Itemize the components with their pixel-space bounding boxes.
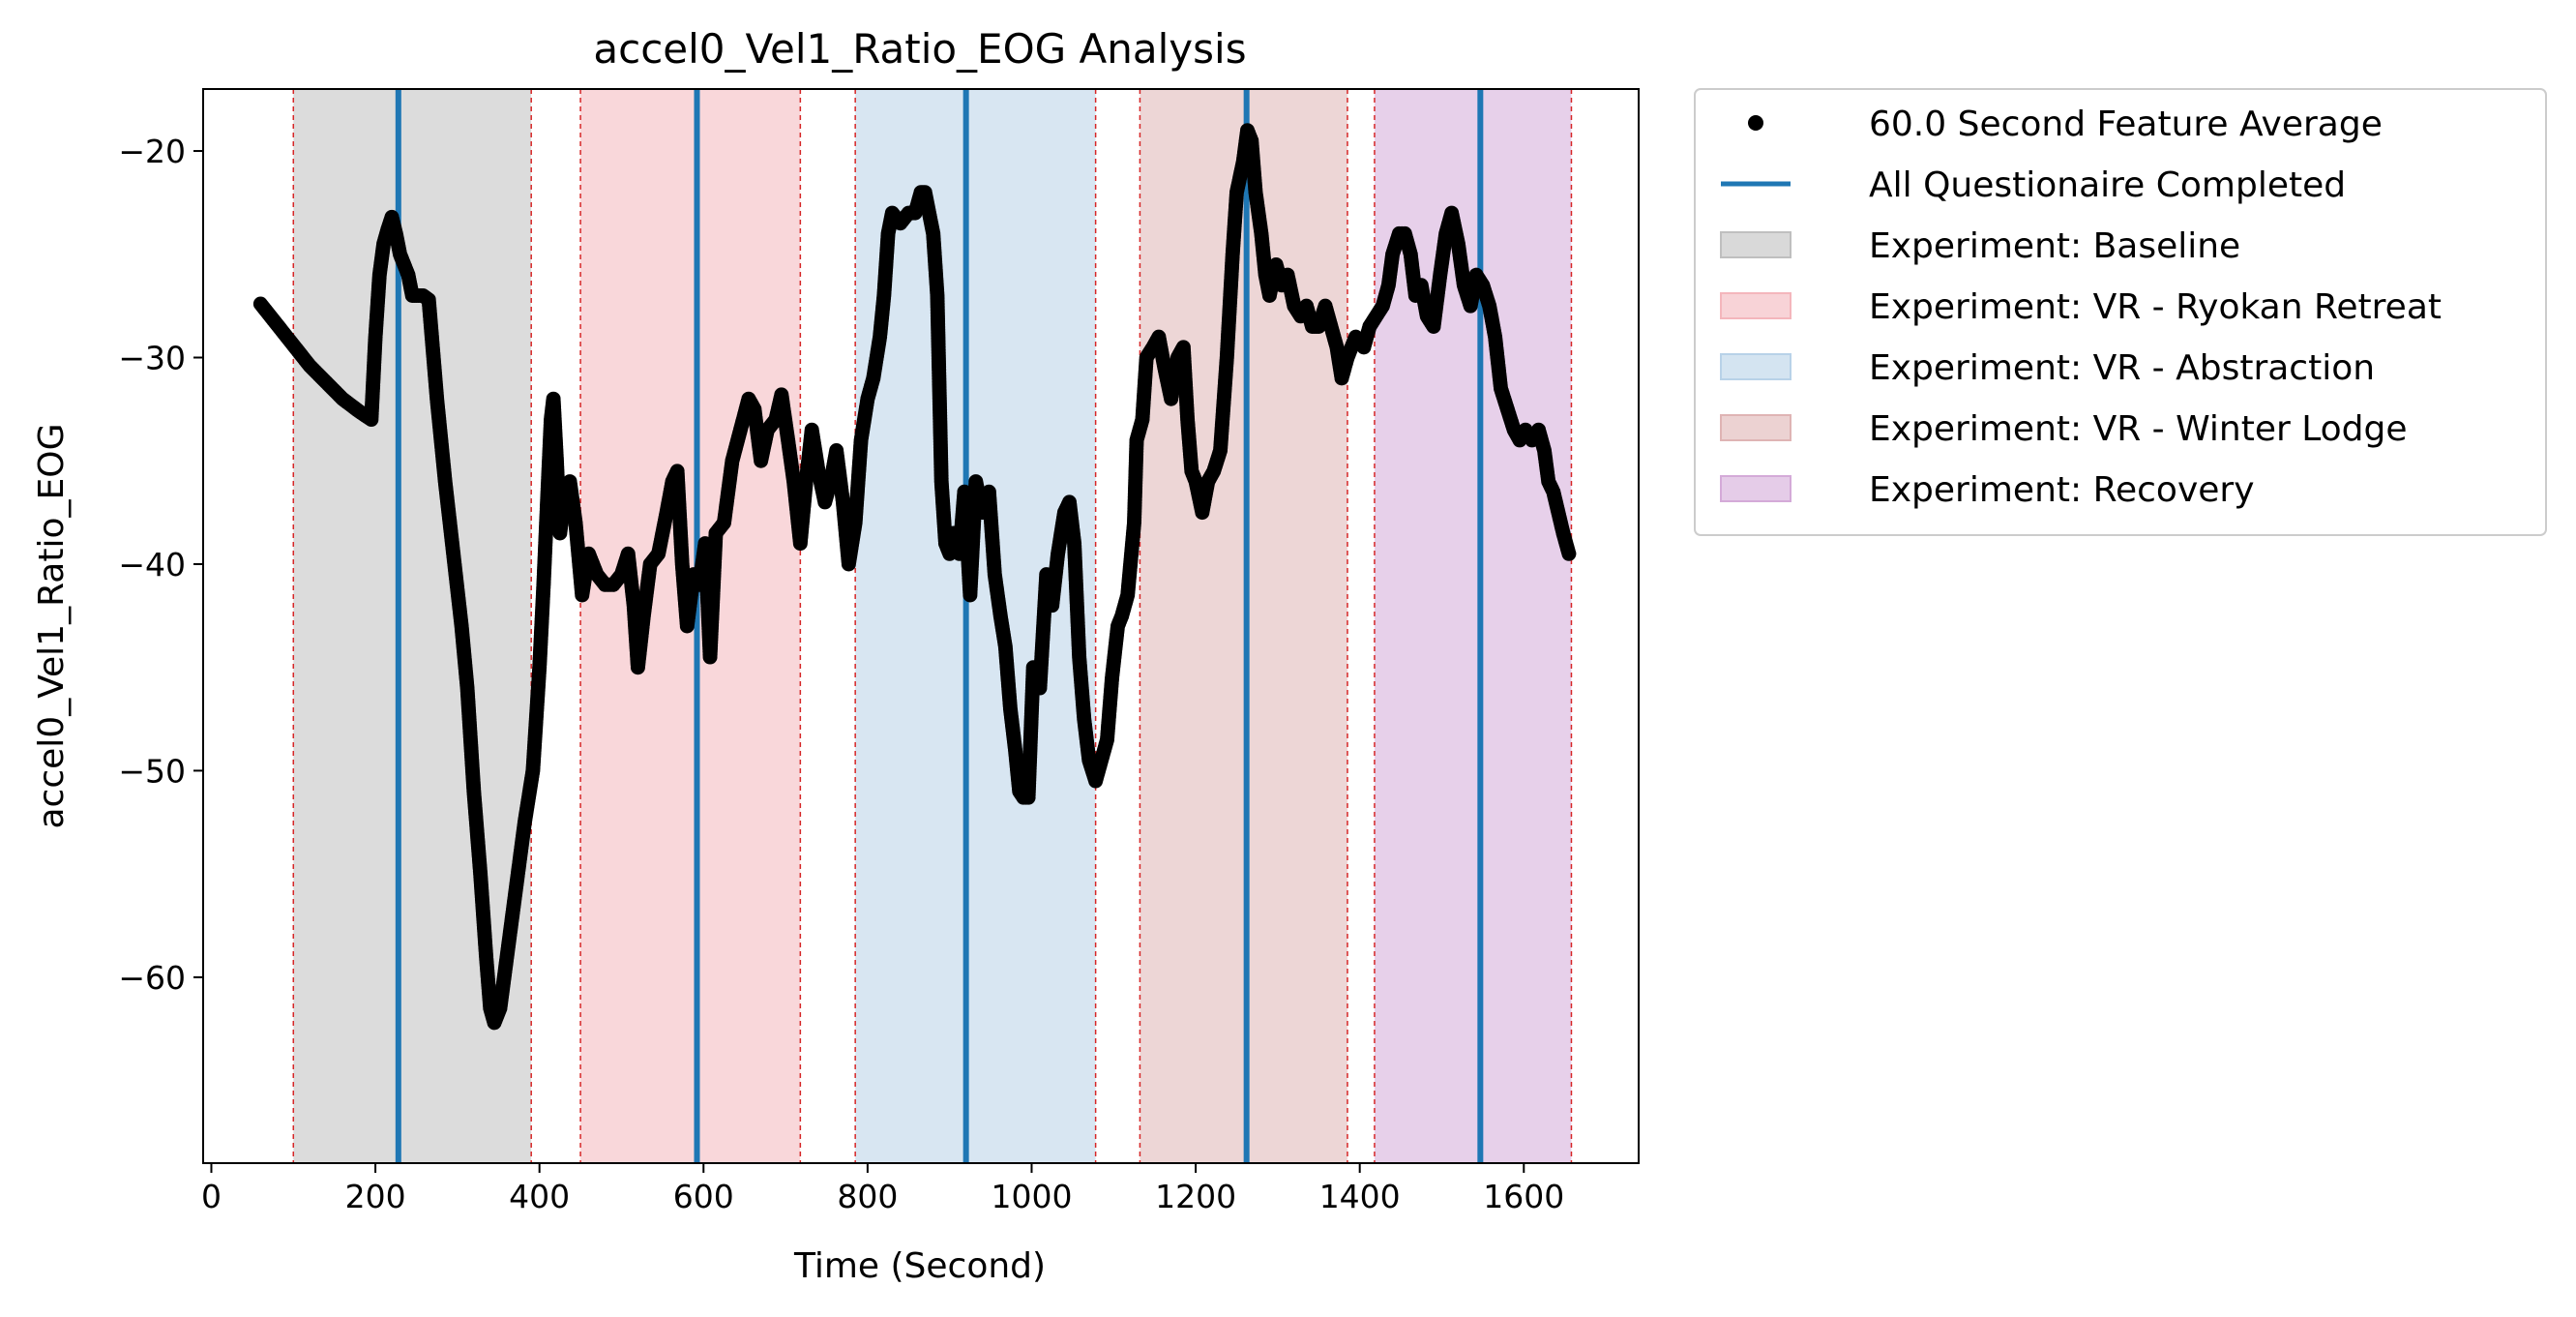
legend-handle-0 — [1748, 115, 1763, 131]
data-point-3005 — [1561, 546, 1577, 561]
legend-handle-2 — [1720, 231, 1791, 258]
legend: 60.0 Second Feature Average All Questiona… — [1694, 88, 2547, 536]
legend-label-1: All Questionaire Completed — [1869, 165, 2346, 205]
legend-handle-3 — [1720, 292, 1791, 319]
legend-handle-6 — [1720, 475, 1791, 502]
legend-label-6: Experiment: Recovery — [1869, 470, 2255, 510]
legend-handle-4 — [1720, 353, 1791, 380]
x-tick-label-2: 400 — [509, 1178, 570, 1215]
data-points — [252, 123, 1577, 1031]
legend-label-3: Experiment: VR - Ryokan Retreat — [1869, 287, 2442, 327]
x-axis-label: Time (Second) — [793, 1246, 1046, 1286]
plot-area-frame — [202, 88, 1640, 1164]
y-tick-label-0: −20 — [118, 133, 186, 170]
x-tick-label-7: 1400 — [1319, 1178, 1401, 1215]
x-tick-label-0: 0 — [201, 1178, 222, 1215]
region-2 — [855, 89, 1096, 1163]
y-tick-label-4: −60 — [118, 959, 186, 997]
chart-title: accel0_Vel1_Ratio_EOG Analysis — [593, 25, 1246, 73]
y-tick-label-3: −50 — [118, 752, 186, 790]
y-tick-label-1: −30 — [118, 340, 186, 377]
x-axis-ticks: 0 200 400 600 800 1000 1200 1400 1600 — [201, 1163, 1564, 1215]
legend-handle-5 — [1720, 414, 1791, 441]
y-axis-label: accel0_Vel1_Ratio_EOG — [32, 424, 72, 829]
y-axis-ticks: −20 −30 −40 −50 −60 — [118, 133, 203, 997]
x-tick-label-4: 800 — [837, 1178, 898, 1215]
x-tick-label-8: 1600 — [1483, 1178, 1564, 1215]
legend-label-4: Experiment: VR - Abstraction — [1869, 348, 2375, 388]
x-tick-label-3: 600 — [673, 1178, 734, 1215]
legend-label-5: Experiment: VR - Winter Lodge — [1869, 409, 2408, 449]
legend-label-0: 60.0 Second Feature Average — [1869, 105, 2383, 144]
questionnaire-lines — [395, 89, 1484, 1163]
legend-label-2: Experiment: Baseline — [1869, 226, 2240, 266]
x-tick-label-6: 1200 — [1155, 1178, 1236, 1215]
legend-frame — [1694, 88, 2547, 536]
y-tick-label-2: −40 — [118, 546, 186, 584]
x-tick-label-5: 1000 — [991, 1178, 1072, 1215]
x-tick-label-1: 200 — [345, 1178, 406, 1215]
